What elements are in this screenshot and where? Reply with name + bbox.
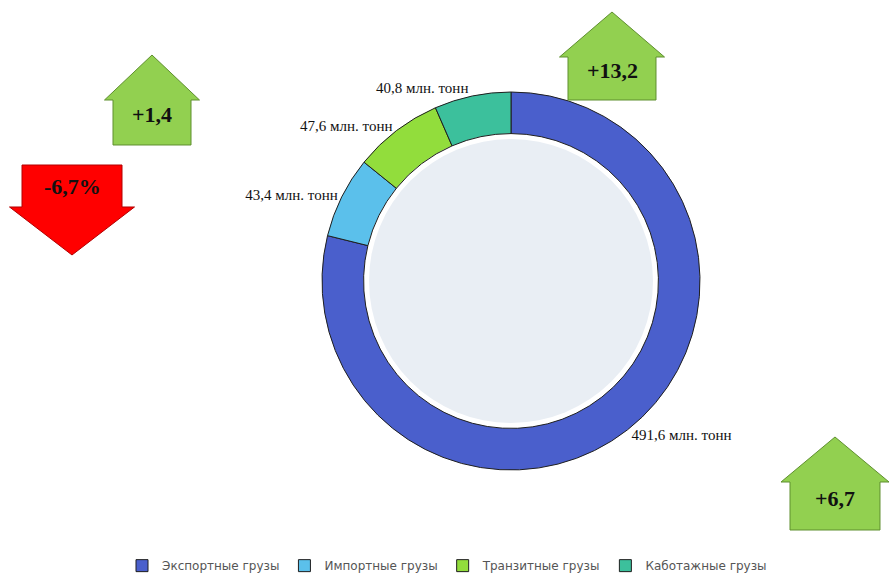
svg-text:+1,4: +1,4 <box>132 102 172 127</box>
svg-text:-6,7%: -6,7% <box>44 174 101 199</box>
svg-text:Импортные грузы: Импортные грузы <box>324 559 437 573</box>
svg-text:+6,7: +6,7 <box>815 486 855 511</box>
svg-text:Транзитные грузы: Транзитные грузы <box>482 559 600 573</box>
svg-text:Экспортные грузы: Экспортные грузы <box>162 559 279 573</box>
svg-text:491,6 млн. тонн: 491,6 млн. тонн <box>632 427 732 443</box>
svg-text:47,6 млн. тонн: 47,6 млн. тонн <box>300 118 392 134</box>
svg-text:43,4 млн. тонн: 43,4 млн. тонн <box>245 187 337 203</box>
svg-text:+13,2: +13,2 <box>587 58 638 83</box>
svg-text:Каботажные грузы: Каботажные грузы <box>645 559 766 573</box>
svg-text:40,8 млн. тонн: 40,8 млн. тонн <box>376 80 468 96</box>
